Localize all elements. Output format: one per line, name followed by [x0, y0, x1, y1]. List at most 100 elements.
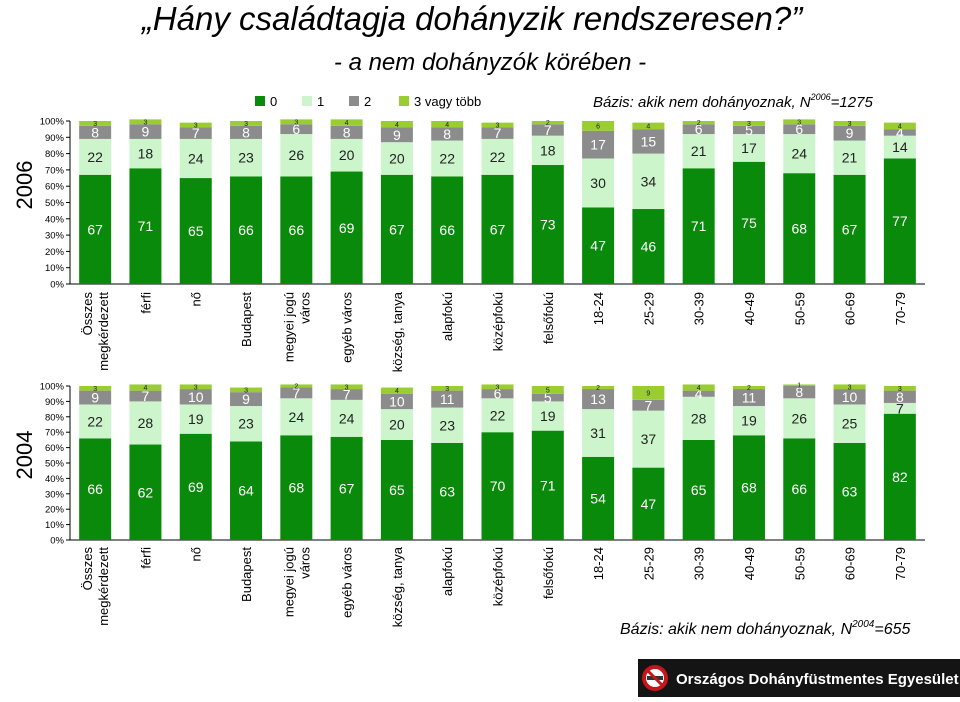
- legend: 0 1 2 3 vagy több: [255, 94, 481, 109]
- bar-segment-1: [833, 140, 866, 175]
- data-label: 20: [389, 417, 405, 433]
- category-label: egyéb város: [340, 292, 355, 363]
- category-label: középfokú: [491, 547, 506, 606]
- data-label: 3: [244, 121, 248, 128]
- data-label: 9: [393, 127, 401, 143]
- data-label: 21: [691, 143, 707, 159]
- bar-segment-1: [531, 401, 564, 431]
- data-label: 66: [289, 222, 305, 238]
- category-label: Budapest: [239, 292, 254, 347]
- data-label: 7: [896, 400, 904, 416]
- data-label: 8: [443, 126, 451, 142]
- legend-swatch-2: [349, 96, 359, 106]
- y-tick-label: 10%: [45, 520, 65, 531]
- category-label: 50-59: [792, 547, 807, 580]
- bar-segment-2: [481, 127, 514, 139]
- data-label: 67: [842, 221, 858, 237]
- data-label: 10: [389, 393, 405, 409]
- y-tick-label: 80%: [45, 149, 65, 160]
- data-label: 4: [898, 123, 902, 130]
- data-label: 66: [238, 222, 254, 238]
- bar-segment-2: [129, 390, 162, 402]
- data-label: 3: [848, 384, 852, 391]
- data-label: 7: [192, 125, 200, 141]
- year-label: 2006: [12, 161, 37, 210]
- footer-banner: [638, 659, 960, 697]
- data-label: 8: [795, 384, 803, 400]
- data-label: 63: [842, 483, 858, 499]
- data-label: 4: [143, 385, 147, 392]
- chart-title: „Hány családtagja dohányzik rendszeresen…: [140, 0, 804, 37]
- category-label: község, tanya: [390, 546, 405, 627]
- category-label: egyéb város: [340, 547, 355, 618]
- y-tick-label: 30%: [45, 489, 65, 500]
- data-label: 19: [741, 413, 757, 429]
- bar-segment-2: [481, 389, 514, 399]
- bar-segment-2: [280, 387, 313, 399]
- chart-2004: 2004 Bázis: akik nem dohányoznak, N2004=6…: [12, 382, 925, 638]
- bar-segment-3-vagy-több: [732, 386, 765, 390]
- bar-segment-0: [632, 467, 665, 540]
- bar-segment-3-vagy-több: [732, 121, 765, 126]
- data-label: 22: [439, 150, 455, 166]
- bar-segment-3-vagy-több: [280, 384, 313, 388]
- y-tick-label: 50%: [45, 198, 65, 209]
- y-tick-label: 80%: [45, 412, 65, 423]
- data-label: 34: [641, 173, 657, 189]
- y-tick-label: 60%: [45, 182, 65, 193]
- bar-segment-3-vagy-több: [79, 386, 112, 391]
- data-label: 4: [896, 124, 904, 140]
- data-label: 4: [345, 120, 349, 127]
- data-label: 17: [741, 140, 757, 156]
- data-label: 10: [842, 389, 858, 405]
- bar-segment-2: [732, 125, 765, 135]
- data-label: 17: [590, 137, 606, 153]
- bar-segment-2: [632, 399, 665, 411]
- bar-segment-0: [330, 436, 363, 540]
- bar-segment-0: [230, 441, 263, 540]
- data-label: 6: [292, 121, 300, 137]
- data-label: 22: [87, 413, 103, 429]
- data-label: 3: [93, 121, 97, 128]
- data-label: 2: [697, 120, 701, 127]
- data-label: 5: [745, 122, 753, 138]
- category-label: Összesmegkérdezett: [80, 547, 111, 626]
- data-label: 6: [494, 386, 502, 402]
- bar-segment-1: [833, 404, 866, 443]
- bar-segment-2: [179, 389, 212, 405]
- data-label: 23: [439, 417, 455, 433]
- bar-segment-1: [732, 134, 765, 162]
- y-tick-label: 50%: [45, 459, 65, 470]
- data-label: 4: [695, 386, 703, 402]
- data-label: 64: [238, 483, 254, 499]
- data-label: 3: [194, 384, 198, 391]
- y-tick-label: 0%: [50, 536, 64, 547]
- bar-segment-1: [431, 140, 464, 177]
- data-label: 77: [892, 213, 908, 229]
- data-label: 47: [590, 238, 606, 254]
- legend-swatch-1: [302, 96, 312, 106]
- bar-segment-2: [833, 389, 866, 405]
- category-label: felsőfokú: [541, 292, 556, 344]
- bar-segment-2: [632, 129, 665, 154]
- data-label: 65: [188, 223, 204, 239]
- bar-segment-0: [481, 174, 514, 284]
- bar-segment-0: [632, 209, 665, 284]
- footer-org-name: Országos Dohányfüstmentes Egyesület: [676, 671, 959, 688]
- data-label: 23: [238, 416, 254, 432]
- bar-segment-1: [129, 401, 162, 445]
- bar-segment-1: [280, 398, 313, 436]
- y-tick-label: 100%: [40, 117, 65, 128]
- year-label: 2004: [12, 431, 37, 480]
- category-label: 18-24: [591, 292, 606, 325]
- bar-segment-3-vagy-több: [883, 386, 916, 391]
- bar-segment-2: [732, 389, 765, 407]
- bar-segment-3-vagy-több: [431, 121, 464, 128]
- data-label: 69: [339, 220, 355, 236]
- bar-segment-2: [883, 390, 916, 403]
- no-smoking-slash: [646, 669, 664, 687]
- data-label: 18: [138, 146, 154, 162]
- footer-logo: Országos Dohányfüstmentes Egyesület: [638, 659, 960, 697]
- category-label: megyei jogúváros: [281, 292, 312, 363]
- bar-segment-1: [531, 135, 564, 166]
